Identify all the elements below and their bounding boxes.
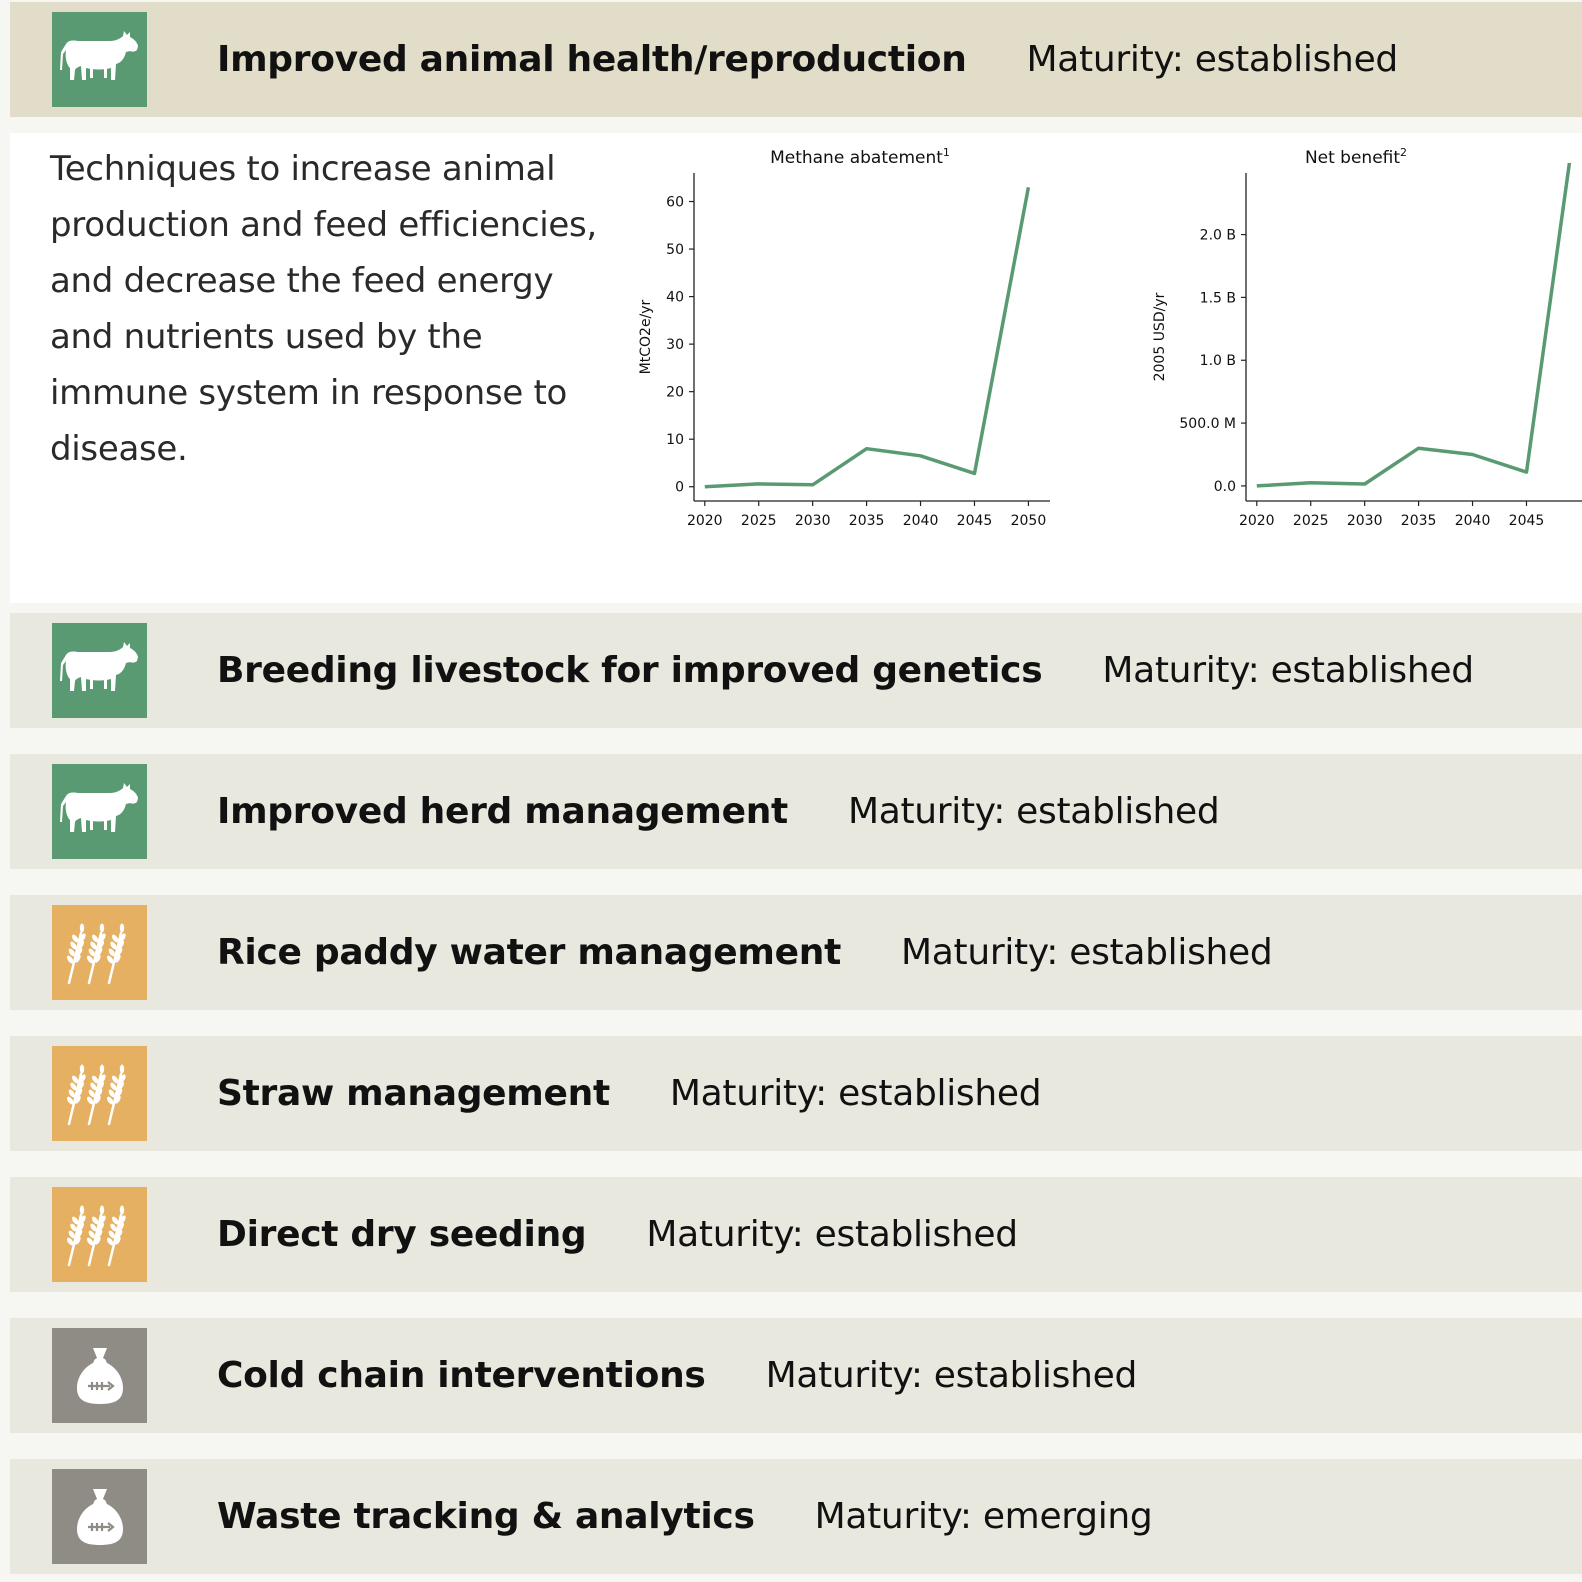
y-axis-label: MtCO2e/yr xyxy=(638,299,654,374)
category-tile-waste xyxy=(52,1469,147,1564)
chart-title-footnote: 1 xyxy=(943,146,950,159)
item-maturity: Maturity: established xyxy=(847,791,1220,832)
item-title: Straw management Maturity: established xyxy=(217,1036,1042,1151)
x-tick-label: 2050 xyxy=(1011,513,1047,529)
wheat-icon xyxy=(66,1064,126,1125)
series-line xyxy=(704,186,1031,489)
x-tick-label: 2035 xyxy=(1401,513,1437,529)
x-tick-label: 2035 xyxy=(849,513,885,529)
y-tick-label: 0 xyxy=(675,480,684,496)
cow-icon xyxy=(59,641,138,691)
chart-title: Net benefit2 xyxy=(1305,146,1407,168)
waste-bag-icon xyxy=(76,1347,123,1404)
x-tick-label: 2030 xyxy=(795,513,831,529)
item-description: Techniques to increase animal production… xyxy=(50,149,597,469)
list-item[interactable]: Direct dry seeding Maturity: established xyxy=(10,1177,1582,1292)
x-tick-label: 2020 xyxy=(687,513,723,529)
item-title: Cold chain interventions Maturity: establ… xyxy=(217,1318,1137,1433)
y-tick-label: 500.0 M xyxy=(1179,416,1236,432)
wheat-icon xyxy=(66,923,126,984)
series-line xyxy=(1256,163,1572,488)
expanded-item-header[interactable]: Improved animal health/reproduction Matu… xyxy=(10,2,1582,117)
item-maturity: Maturity: emerging xyxy=(814,1496,1153,1537)
item-title-text: Waste tracking & analytics xyxy=(217,1496,755,1537)
y-tick-label: 1.5 B xyxy=(1200,290,1236,306)
category-tile-rice xyxy=(52,905,147,1000)
chart-title-footnote: 2 xyxy=(1400,146,1407,159)
chart-title: Methane abatement1 xyxy=(770,146,950,168)
item-title: Waste tracking & analytics Maturity: emer… xyxy=(217,1459,1153,1574)
item-title-text: Straw management xyxy=(217,1073,610,1114)
item-title: Improved herd management Maturity: establ… xyxy=(217,754,1220,869)
item-maturity: Maturity: established xyxy=(646,1214,1018,1255)
item-maturity: Maturity: established xyxy=(765,1355,1138,1396)
category-tile-waste xyxy=(52,1328,147,1423)
item-maturity: Maturity: established xyxy=(1102,650,1474,691)
item-title-text: Breeding livestock for improved genetics xyxy=(217,650,1043,691)
category-tile-livestock xyxy=(52,764,147,859)
y-tick-label: 1.0 B xyxy=(1200,353,1236,369)
list-item[interactable]: Straw management Maturity: established xyxy=(10,1036,1582,1151)
item-title-text: Improved herd management xyxy=(217,791,788,832)
category-tile-livestock xyxy=(52,623,147,718)
category-tile-livestock xyxy=(52,12,147,107)
item-title: Improved animal health/reproduction Matu… xyxy=(217,2,1398,117)
waste-bag-icon xyxy=(76,1488,123,1545)
list-item[interactable]: Rice paddy water management Maturity: est… xyxy=(10,895,1582,1010)
chart-netbenefit: Net benefit2 0.0 500.0 M 1.0 B 1.5 B 2.0 B 202… xyxy=(1152,146,1582,529)
item-maturity: Maturity: established xyxy=(901,932,1273,973)
y-tick-label: 0.0 xyxy=(1214,479,1236,495)
x-tick-label: 2040 xyxy=(1455,513,1491,529)
x-tick-label: 2030 xyxy=(1347,513,1383,529)
item-title: Breeding livestock for improved genetics… xyxy=(217,613,1474,728)
category-tile-rice xyxy=(52,1187,147,1282)
y-tick-label: 50 xyxy=(666,242,684,258)
y-tick-label: 30 xyxy=(666,337,684,353)
x-tick-label: 2020 xyxy=(1239,513,1275,529)
y-tick-label: 60 xyxy=(666,195,684,211)
category-tile-rice xyxy=(52,1046,147,1141)
item-title: Direct dry seeding Maturity: established xyxy=(217,1177,1018,1292)
wheat-icon xyxy=(66,1205,126,1266)
item-maturity: Maturity: established xyxy=(669,1073,1042,1114)
list-item[interactable]: Breeding livestock for improved genetics… xyxy=(10,613,1582,728)
x-tick-label: 2045 xyxy=(1509,513,1545,529)
item-title-text: Cold chain interventions xyxy=(217,1355,706,1396)
y-axis-label: 2005 USD/yr xyxy=(1152,292,1168,381)
item-title: Rice paddy water management Maturity: est… xyxy=(217,895,1273,1010)
item-title-text: Direct dry seeding xyxy=(217,1214,587,1255)
y-tick-label: 20 xyxy=(666,385,684,401)
x-tick-label: 2025 xyxy=(741,513,777,529)
item-maturity: Maturity: established xyxy=(1026,39,1399,80)
cow-icon xyxy=(59,782,138,832)
y-tick-label: 40 xyxy=(666,290,684,306)
item-title-text: Improved animal health/reproduction xyxy=(217,39,967,80)
y-tick-label: 2.0 B xyxy=(1200,228,1236,244)
x-tick-label: 2045 xyxy=(957,513,993,529)
item-title-text: Rice paddy water management xyxy=(217,932,841,973)
list-item[interactable]: Waste tracking & analytics Maturity: emer… xyxy=(10,1459,1582,1574)
list-item[interactable]: Cold chain interventions Maturity: establ… xyxy=(10,1318,1582,1433)
x-tick-label: 2040 xyxy=(903,513,939,529)
x-tick-label: 2025 xyxy=(1293,513,1329,529)
list-item[interactable]: Improved herd management Maturity: establ… xyxy=(10,754,1582,869)
item-detail-panel: Techniques to increase animal production… xyxy=(10,133,1582,603)
y-tick-label: 10 xyxy=(666,432,684,448)
cow-icon xyxy=(59,30,138,80)
